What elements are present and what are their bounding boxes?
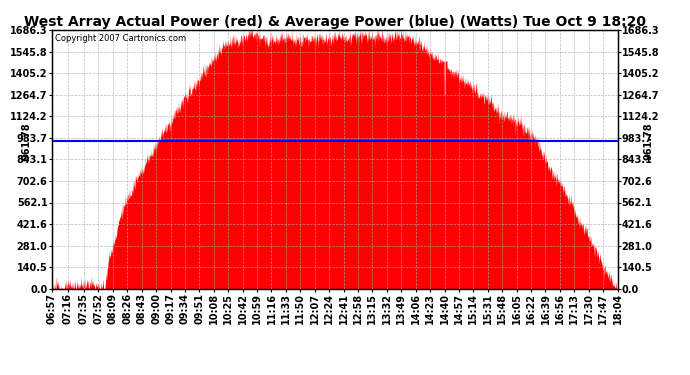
- Title: West Array Actual Power (red) & Average Power (blue) (Watts) Tue Oct 9 18:20: West Array Actual Power (red) & Average …: [23, 15, 646, 29]
- Text: 961.78: 961.78: [21, 122, 31, 160]
- Text: Copyright 2007 Cartronics.com: Copyright 2007 Cartronics.com: [55, 34, 186, 43]
- Text: 961.78: 961.78: [644, 122, 653, 160]
